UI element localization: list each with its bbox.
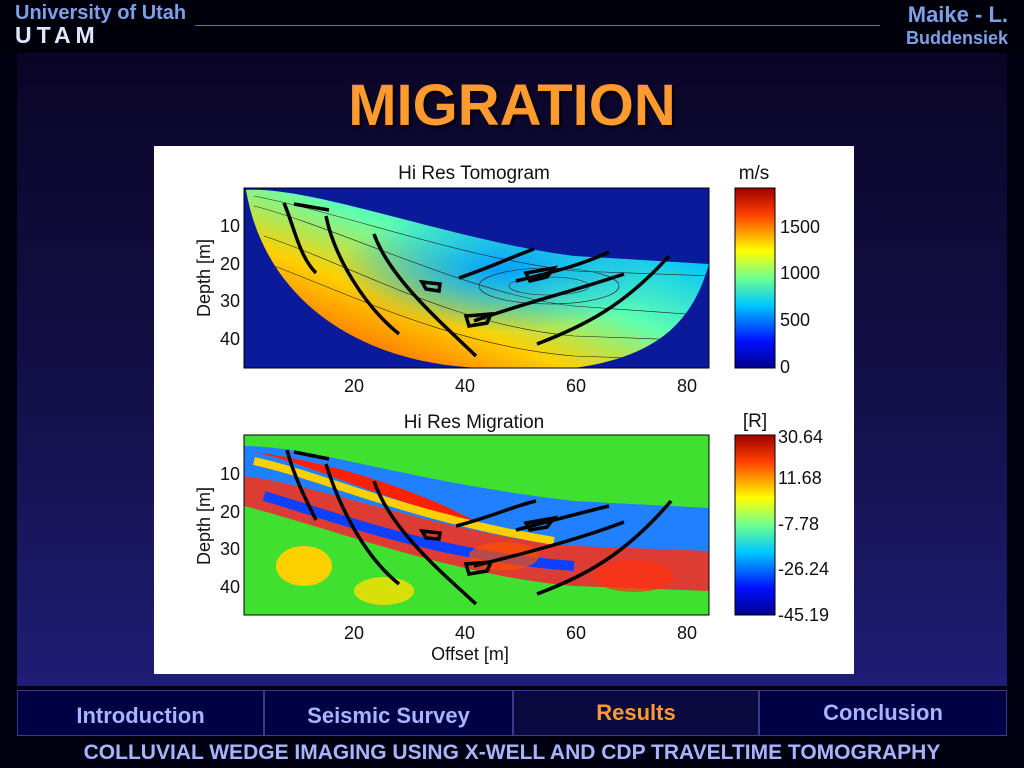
- bottom-xtick: 20: [344, 623, 364, 643]
- top-title: Hi Res Tomogram: [398, 163, 550, 184]
- top-ytick: 40: [220, 329, 240, 349]
- footer-title: COLLUVIAL WEDGE IMAGING USING X-WELL AND…: [83, 741, 941, 764]
- bottom-xtick: 60: [566, 623, 586, 643]
- figure-svg: Hi Res Tomogram Depth [m] 10: [194, 163, 829, 664]
- bottom-ytick: 20: [220, 502, 240, 522]
- top-xtick: 20: [344, 376, 364, 396]
- top-colorbar-tick: 500: [780, 310, 810, 330]
- bottom-colorbar-tick: -26.24: [778, 559, 829, 579]
- bottom-xlabel: Offset [m]: [431, 644, 509, 664]
- top-xtick: 60: [566, 376, 586, 396]
- bottom-xtick: 40: [455, 623, 475, 643]
- author-surname: Buddensiek: [905, 28, 1008, 48]
- author-name: Maike - L.: [907, 2, 1008, 27]
- top-xtick: 40: [455, 376, 475, 396]
- top-ytick: 10: [220, 216, 240, 236]
- bottom-ytick: 40: [220, 577, 240, 597]
- top-colorbar: [734, 187, 776, 369]
- bottom-ytick: 30: [220, 539, 240, 559]
- top-ytick: 30: [220, 291, 240, 311]
- bottom-xtick: 80: [677, 623, 697, 643]
- figure: Hi Res Tomogram Depth [m] 10: [154, 146, 854, 674]
- nav-seismic-survey[interactable]: Seismic Survey: [264, 690, 513, 736]
- university-label: University of Utah: [15, 2, 187, 24]
- bottom-title: Hi Res Migration: [404, 412, 544, 433]
- top-xtick: 80: [677, 376, 697, 396]
- top-plot-frame: [243, 187, 710, 369]
- bottom-colorbar-tick: 30.64: [778, 427, 823, 447]
- bottom-ylabel: Depth [m]: [194, 487, 214, 565]
- nav-results[interactable]: Results: [513, 690, 759, 736]
- slide-title: MIGRATION: [348, 73, 676, 138]
- bottom-colorbar-tick: 11.68: [778, 468, 822, 488]
- top-ytick: 20: [220, 254, 240, 274]
- bottom-colorbar-tick: -45.19: [778, 605, 829, 625]
- header-divider: [195, 25, 880, 26]
- bottom-ytick: 10: [220, 464, 240, 484]
- bottom-plot-frame: [243, 434, 710, 616]
- top-colorbar-tick: 1500: [780, 217, 820, 237]
- top-colorbar-unit: m/s: [739, 163, 770, 184]
- bottom-colorbar-unit: [R]: [743, 411, 767, 432]
- top-colorbar-tick: 1000: [780, 263, 820, 283]
- nav-conclusion[interactable]: Conclusion: [759, 690, 1007, 736]
- utam-logo: UTAM: [15, 22, 100, 48]
- top-colorbar-tick: 0: [780, 357, 790, 377]
- migration-image: [244, 435, 709, 615]
- header-bar: University of Utah UTAM Maike - L. Budde…: [0, 0, 1024, 52]
- bottom-colorbar-tick: -7.78: [778, 514, 819, 534]
- bottom-interpretation-lines: [285, 449, 673, 606]
- top-interpretation-lines: [282, 202, 671, 358]
- bottom-colorbar: [734, 434, 776, 616]
- nav-introduction[interactable]: Introduction: [17, 690, 264, 736]
- top-ylabel: Depth [m]: [194, 239, 214, 317]
